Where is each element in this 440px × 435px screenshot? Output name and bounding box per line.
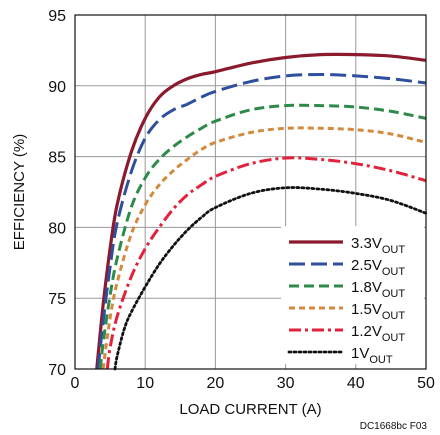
legend-label-subscript: OUT (382, 266, 406, 278)
y-tick-labels: 70 75 80 85 90 95 (48, 8, 66, 379)
x-tick-label: 10 (136, 375, 154, 392)
legend-label-main: 1.5V (351, 301, 382, 318)
series-line-4 (105, 156, 427, 370)
legend-background (281, 226, 424, 364)
legend-label-subscript: OUT (382, 310, 406, 322)
y-tick-label: 95 (48, 8, 66, 25)
y-tick-label: 85 (48, 150, 66, 167)
x-tick-label: 20 (207, 375, 225, 392)
legend-label-4: 1.2VOUT (351, 323, 405, 344)
legend-label-2: 1.8VOUT (351, 279, 405, 300)
plot-frame (74, 14, 427, 370)
series-line-0 (95, 52, 427, 370)
legend-label-3: 1.5VOUT (351, 301, 405, 322)
x-axis-label: LOAD CURRENT (A) (179, 401, 321, 418)
x-tick-label: 0 (71, 375, 80, 392)
legend-label-0: 3.3VOUT (351, 235, 405, 256)
series-line-5 (113, 186, 428, 371)
legend-label-main: 1.8V (351, 279, 382, 296)
x-tick-label: 30 (277, 375, 295, 392)
y-tick-label: 90 (48, 79, 66, 96)
series-line-1 (96, 72, 427, 370)
x-tick-label: 40 (347, 375, 365, 392)
x-tick-label: 50 (417, 375, 435, 392)
legend-label-5: 1VOUT (351, 345, 393, 366)
y-axis-label: EFFICIENCY (%) (11, 134, 28, 250)
legend-label-subscript: OUT (382, 244, 406, 256)
series-line-3 (101, 126, 427, 370)
figure-code: DC1668bc F03 (360, 421, 428, 432)
series-lines (95, 52, 428, 371)
y-tick-label: 70 (48, 362, 66, 379)
legend-label-main: 3.3V (351, 235, 382, 252)
legend-label-subscript: OUT (382, 288, 406, 300)
x-tick-labels: 0 10 20 30 40 50 (71, 375, 435, 392)
legend-label-main: 1V (351, 345, 369, 362)
series-line-2 (98, 103, 427, 370)
legend-label-subscript: OUT (369, 354, 393, 366)
legend-label-main: 2.5V (351, 257, 382, 274)
legend-label-main: 1.2V (351, 323, 382, 340)
y-tick-label: 75 (48, 291, 66, 308)
legend-label-subscript: OUT (382, 332, 406, 344)
legend-label-1: 2.5VOUT (351, 257, 405, 278)
y-tick-label: 80 (48, 220, 66, 237)
